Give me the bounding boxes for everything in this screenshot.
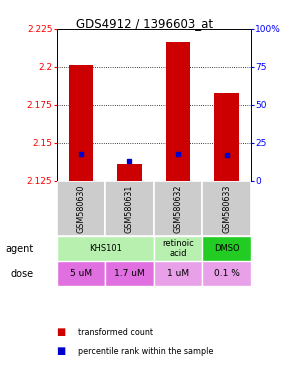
Text: dose: dose	[10, 269, 33, 279]
Text: GDS4912 / 1396603_at: GDS4912 / 1396603_at	[77, 17, 213, 30]
Text: ■: ■	[57, 327, 66, 337]
Bar	[105, 261, 154, 286]
Bar	[57, 181, 105, 236]
Bar	[105, 181, 154, 236]
Bar	[154, 236, 202, 261]
Bar	[202, 181, 251, 236]
Text: KHS101: KHS101	[89, 244, 122, 253]
Text: GSM580632: GSM580632	[173, 184, 182, 233]
Bar	[166, 43, 190, 181]
Text: agent: agent	[5, 244, 33, 254]
Text: GSM580633: GSM580633	[222, 184, 231, 233]
Bar	[117, 164, 142, 181]
Text: 1 uM: 1 uM	[167, 269, 189, 278]
Text: DMSO: DMSO	[214, 244, 239, 253]
Bar	[202, 236, 251, 261]
Text: ■: ■	[57, 346, 66, 356]
Bar	[154, 181, 202, 236]
Bar	[69, 65, 93, 181]
Bar	[202, 261, 251, 286]
Bar	[57, 236, 154, 261]
Bar	[154, 261, 202, 286]
Text: retinoic
acid: retinoic acid	[162, 239, 194, 258]
Text: GSM580630: GSM580630	[76, 184, 85, 233]
Bar	[57, 261, 105, 286]
Text: 0.1 %: 0.1 %	[214, 269, 240, 278]
Text: GSM580631: GSM580631	[125, 184, 134, 233]
Text: 5 uM: 5 uM	[70, 269, 92, 278]
Text: transformed count: transformed count	[78, 328, 153, 337]
Text: percentile rank within the sample: percentile rank within the sample	[78, 347, 214, 356]
Text: 1.7 uM: 1.7 uM	[114, 269, 145, 278]
Bar	[214, 93, 239, 181]
